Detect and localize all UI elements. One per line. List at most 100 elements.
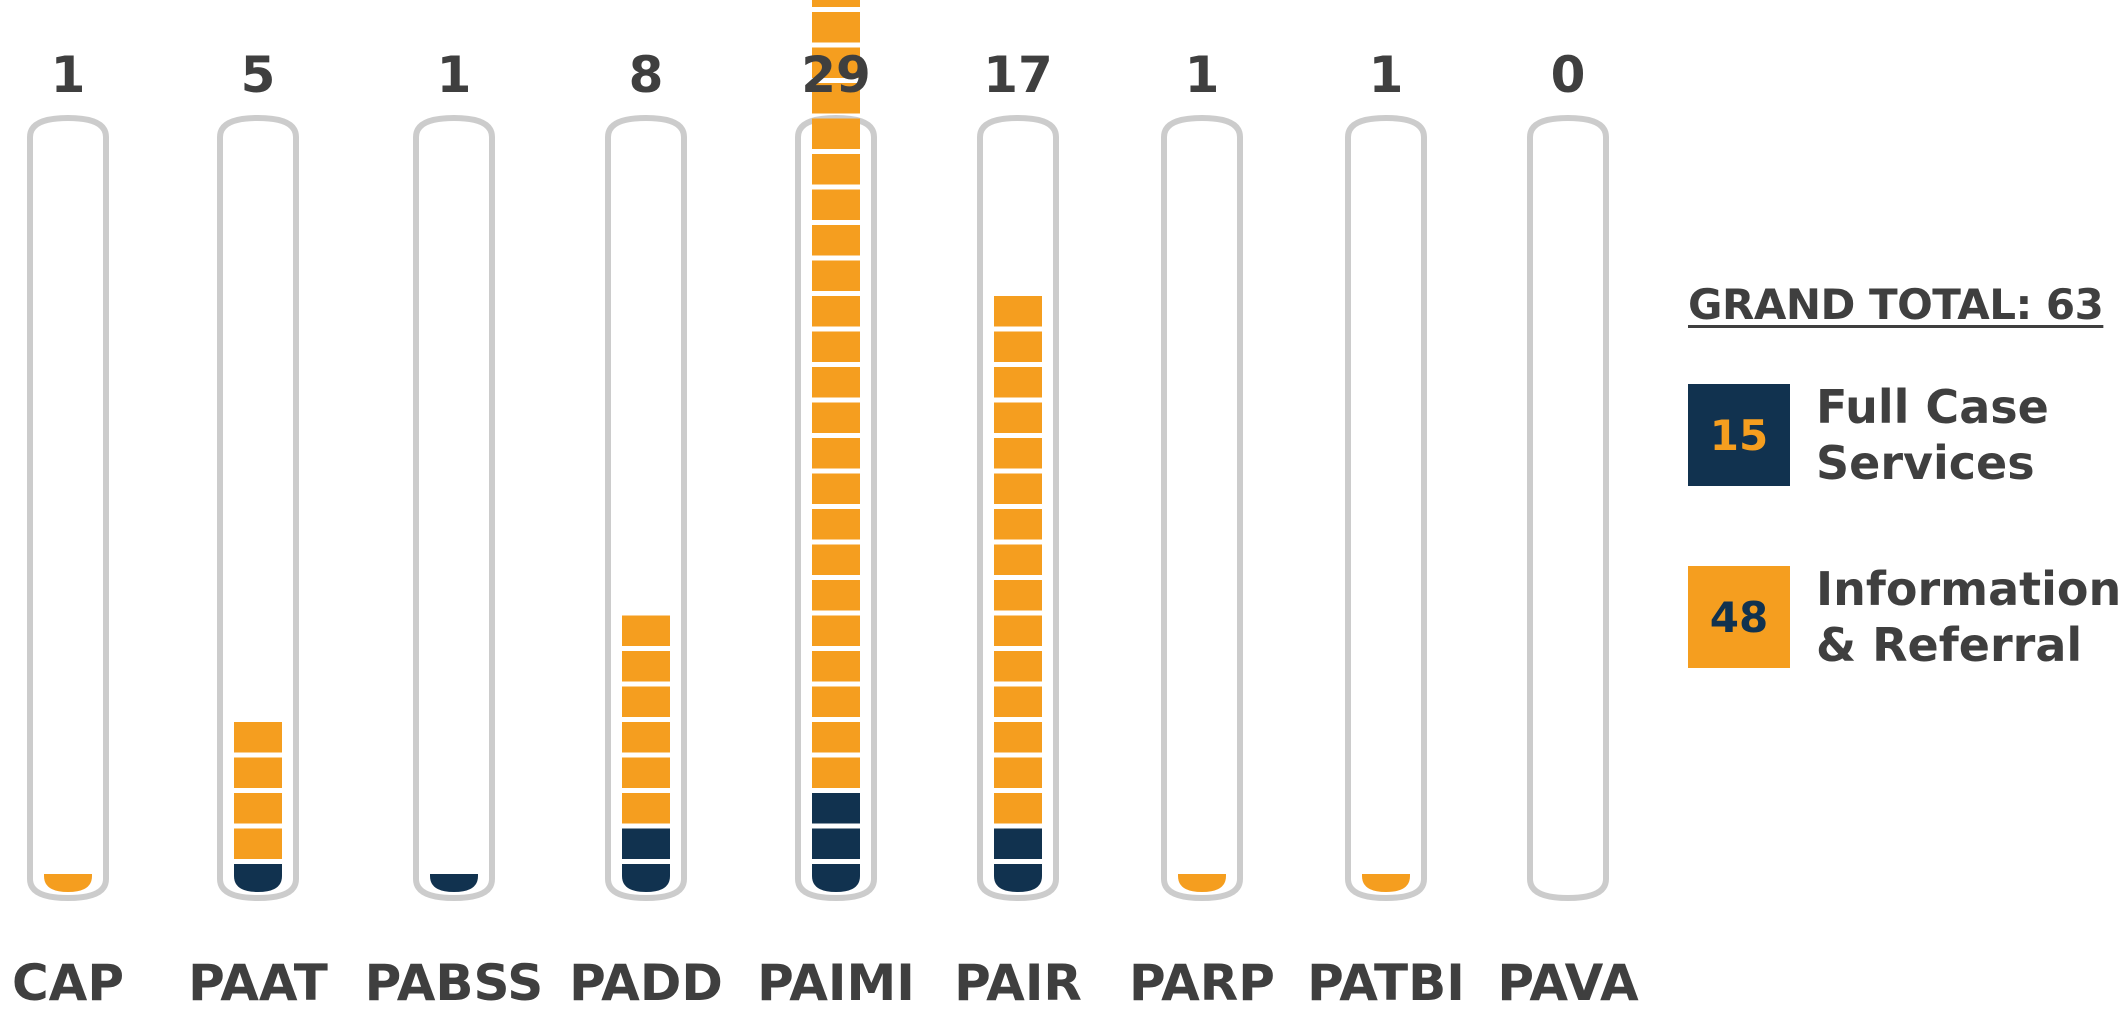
- legend-label-line: & Referral: [1816, 618, 2083, 672]
- count-label-cap: 1: [51, 46, 86, 104]
- info-referral-segment: [994, 651, 1042, 682]
- count-label-parp: 1: [1185, 46, 1220, 104]
- full-case-segment: [430, 874, 478, 892]
- info-referral-segment: [44, 874, 92, 892]
- tube-outline: [413, 114, 495, 902]
- info-referral-count: 48: [1709, 592, 1769, 642]
- info-referral-segment: [994, 615, 1042, 646]
- full-case-segment: [812, 793, 860, 824]
- tube-paat: 5 PAAT: [188, 46, 328, 1012]
- info-referral-segment: [994, 402, 1042, 433]
- tube-outline: [1345, 114, 1427, 902]
- full-case-segment: [812, 864, 860, 892]
- count-label-patbi: 1: [1369, 46, 1404, 104]
- legend-swatch-full-case: 15: [1688, 384, 1790, 486]
- info-referral-segment: [994, 686, 1042, 717]
- info-referral-segment: [234, 757, 282, 788]
- full-case-count: 15: [1709, 410, 1769, 460]
- full-case-segment: [234, 864, 282, 892]
- tube-paimi: 29 PAIMI: [757, 0, 915, 1012]
- tube-pabss: 1 PABSS: [365, 46, 544, 1012]
- grand-total: GRAND TOTAL: 63: [1688, 280, 2104, 329]
- category-label-parp: PARP: [1129, 954, 1275, 1012]
- category-label-patbi: PATBI: [1307, 954, 1465, 1012]
- info-referral-segment: [812, 260, 860, 291]
- legend-label-line: Full Case: [1816, 380, 2049, 434]
- tube-padd: 8 PADD: [569, 46, 723, 1012]
- info-referral-segment: [994, 296, 1042, 327]
- info-referral-segment: [622, 757, 670, 788]
- count-label-pabss: 1: [437, 46, 472, 104]
- legend-item-full-case: 15 Full Case Services: [1688, 379, 2108, 491]
- tube-pava: 0 PAVA: [1497, 46, 1639, 1012]
- legend-swatch-info-referral: 48: [1688, 566, 1790, 668]
- info-referral-segment: [994, 793, 1042, 824]
- tube-outline: [1527, 114, 1609, 902]
- info-referral-segment: [812, 580, 860, 611]
- info-referral-segment: [812, 0, 860, 7]
- tube-outline: [27, 114, 109, 902]
- info-referral-segment: [994, 757, 1042, 788]
- info-referral-segment: [812, 47, 860, 78]
- full-case-segment: [622, 828, 670, 859]
- info-referral-segment: [994, 509, 1042, 540]
- info-referral-segment: [1178, 874, 1226, 892]
- info-referral-segment: [812, 367, 860, 398]
- legend-label-line: Services: [1816, 436, 2035, 490]
- category-label-paimi: PAIMI: [757, 954, 915, 1012]
- info-referral-segment: [994, 473, 1042, 504]
- category-label-padd: PADD: [569, 954, 723, 1012]
- tube-patbi: 1 PATBI: [1307, 46, 1465, 1012]
- info-referral-segment: [812, 331, 860, 362]
- count-label-paat: 5: [241, 46, 276, 104]
- legend-label-info-referral: Information & Referral: [1816, 561, 2122, 673]
- category-label-pair: PAIR: [954, 954, 1082, 1012]
- info-referral-segment: [812, 615, 860, 646]
- info-referral-segment: [622, 722, 670, 753]
- full-case-segment: [622, 864, 670, 892]
- category-label-pava: PAVA: [1497, 954, 1639, 1012]
- info-referral-segment: [812, 12, 860, 43]
- info-referral-segment: [812, 296, 860, 327]
- count-label-pava: 0: [1551, 46, 1586, 104]
- count-label-paimi: 29: [801, 46, 871, 104]
- full-case-segment: [812, 828, 860, 859]
- info-referral-segment: [812, 438, 860, 469]
- info-referral-segment: [994, 438, 1042, 469]
- full-case-segment: [994, 828, 1042, 859]
- category-label-pabss: PABSS: [365, 954, 544, 1012]
- info-referral-segment: [812, 473, 860, 504]
- info-referral-segment: [234, 793, 282, 824]
- info-referral-segment: [994, 580, 1042, 611]
- info-referral-segment: [812, 686, 860, 717]
- info-referral-segment: [812, 225, 860, 256]
- tube-pair: 17 PAIR: [954, 46, 1082, 1012]
- info-referral-segment: [234, 828, 282, 859]
- tube-outline: [217, 114, 299, 902]
- info-referral-segment: [622, 686, 670, 717]
- info-referral-segment: [812, 651, 860, 682]
- category-label-paat: PAAT: [188, 954, 328, 1012]
- info-referral-segment: [812, 544, 860, 575]
- legend-label-line: Information: [1816, 562, 2122, 616]
- legend-label-full-case: Full Case Services: [1816, 379, 2096, 491]
- full-case-segment: [994, 864, 1042, 892]
- info-referral-segment: [622, 615, 670, 646]
- info-referral-segment: [994, 544, 1042, 575]
- count-label-pair: 17: [983, 46, 1053, 104]
- info-referral-segment: [812, 118, 860, 149]
- info-referral-segment: [812, 757, 860, 788]
- info-referral-segment: [994, 722, 1042, 753]
- info-referral-segment: [812, 402, 860, 433]
- info-referral-segment: [994, 331, 1042, 362]
- legend-item-info-referral: 48 Information & Referral: [1688, 561, 2122, 673]
- category-label-cap: CAP: [12, 954, 124, 1012]
- info-referral-segment: [812, 189, 860, 220]
- tube-chart: 1 CAP 5 PAAT 1 PABSS 8 PADD 29 PAIMI 17 PAIR 1 PARP 1 P…: [12, 0, 1639, 1012]
- tube-cap: 1 CAP: [12, 46, 124, 1012]
- legend: GRAND TOTAL: 63 15 Full Case Services 48…: [1688, 280, 2122, 673]
- info-referral-segment: [1362, 874, 1410, 892]
- tube-parp: 1 PARP: [1129, 46, 1275, 1012]
- info-referral-segment: [812, 154, 860, 185]
- info-referral-segment: [622, 651, 670, 682]
